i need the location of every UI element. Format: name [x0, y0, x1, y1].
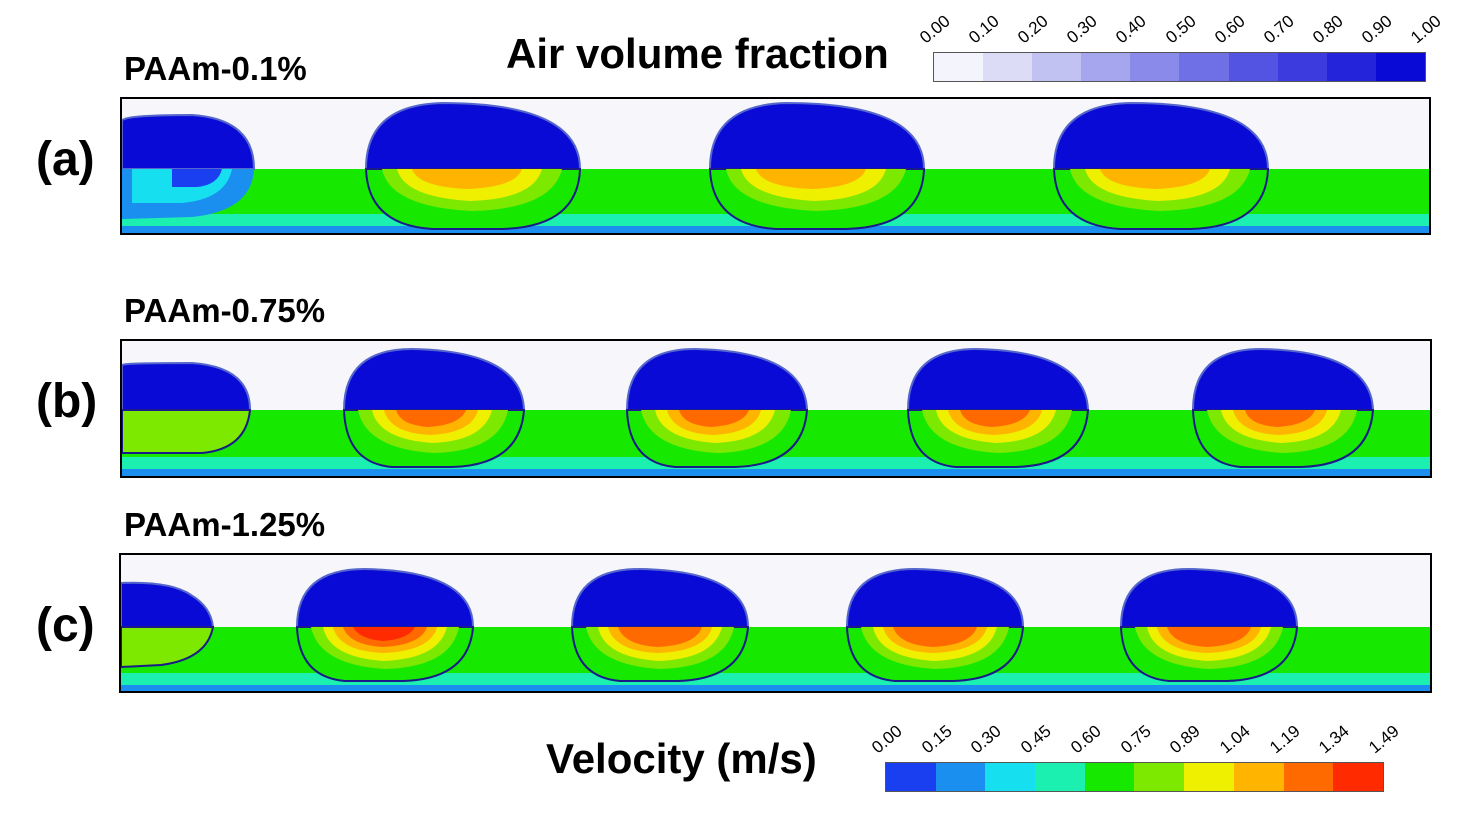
channel-a	[120, 97, 1431, 235]
bubble-b-3	[906, 347, 1090, 468]
air-legend-tick-label: 1.00	[1407, 11, 1445, 48]
velocity-legend-title: Velocity (m/s)	[546, 735, 817, 782]
velocity-legend-swatch	[1134, 763, 1185, 791]
velocity-legend-tick-label: 0.15	[917, 721, 956, 758]
velocity-legend-swatch	[1184, 763, 1234, 791]
velocity-legend-swatch	[1333, 763, 1383, 791]
velocity-legend-tick-label: 0.89	[1166, 721, 1204, 758]
bubble-c-1	[295, 567, 475, 682]
bubble-a-1	[364, 101, 582, 230]
panel-c-letter: (c)	[36, 599, 95, 652]
velocity-legend-tick-label: 1.19	[1265, 721, 1304, 758]
air-legend-swatch	[934, 53, 984, 81]
velocity-legend-swatch	[1283, 763, 1334, 791]
bubble-a-2	[708, 101, 926, 230]
velocity-colorbar	[885, 762, 1384, 792]
velocity-legend-swatch	[1084, 763, 1135, 791]
air-legend-swatch	[1277, 53, 1327, 81]
air-legend-swatch	[983, 53, 1033, 81]
velocity-legend-swatch	[886, 763, 936, 791]
panel-b-letter: (b)	[36, 375, 98, 428]
velocity-legend-tick-label: 0.30	[967, 721, 1006, 758]
air-legend-tick-label: 0.00	[916, 11, 954, 48]
panel-b-label: PAAm-0.75%	[124, 292, 326, 329]
velocity-legend-swatch	[985, 763, 1036, 791]
velocity-legend-tick-label: 0.60	[1066, 721, 1105, 758]
bubble-c-3	[845, 567, 1025, 682]
channel-b	[120, 339, 1432, 478]
velocity-legend-tick-label: 0.45	[1017, 721, 1055, 758]
air-legend-tick-label: 0.40	[1112, 11, 1151, 48]
velocity-legend-tick-label: 1.34	[1315, 721, 1354, 758]
velocity-legend-tick-label: 0.00	[868, 721, 906, 758]
bubble-b-4	[1191, 347, 1375, 468]
air-legend-tick-label: 0.10	[965, 11, 1003, 48]
air-legend-swatch	[1326, 53, 1376, 81]
air-legend-tick-label: 0.50	[1161, 11, 1200, 48]
air-legend-tick-label: 0.90	[1358, 11, 1396, 48]
velocity-legend-swatch	[1233, 763, 1284, 791]
bubble-c-4	[1119, 567, 1299, 682]
air-legend-swatch	[1081, 53, 1131, 81]
velocity-legend-swatch	[935, 763, 986, 791]
air-legend-swatch	[1375, 53, 1425, 81]
air-volume-fraction-colorbar	[933, 52, 1426, 82]
air-legend-swatch	[1228, 53, 1278, 81]
panel-a-label: PAAm-0.1%	[124, 50, 307, 87]
air-legend-tick-label: 0.20	[1014, 11, 1052, 48]
bubble-c-2	[570, 567, 750, 682]
air-legend-swatch	[1179, 53, 1229, 81]
channel-c	[119, 553, 1432, 693]
air-legend-tick-label: 0.30	[1063, 11, 1102, 48]
air-legend-tick-label: 0.70	[1259, 11, 1298, 48]
bubble-b-1	[342, 347, 526, 468]
bubble-b-2	[625, 347, 809, 468]
air-legend-title: Air volume fraction	[506, 30, 889, 77]
velocity-legend-swatch	[1035, 763, 1085, 791]
velocity-legend-tick-label: 0.75	[1116, 721, 1155, 758]
velocity-legend-tick-label: 1.04	[1216, 721, 1254, 758]
panel-a-letter: (a)	[36, 133, 95, 186]
air-legend-tick-label: 0.60	[1210, 11, 1249, 48]
air-legend-swatch	[1032, 53, 1082, 81]
bubble-a-3	[1052, 101, 1270, 230]
air-legend-swatch	[1130, 53, 1180, 81]
velocity-legend-tick-label: 1.49	[1365, 721, 1403, 758]
panel-c-label: PAAm-1.25%	[124, 506, 326, 543]
air-legend-tick-label: 0.80	[1308, 11, 1347, 48]
